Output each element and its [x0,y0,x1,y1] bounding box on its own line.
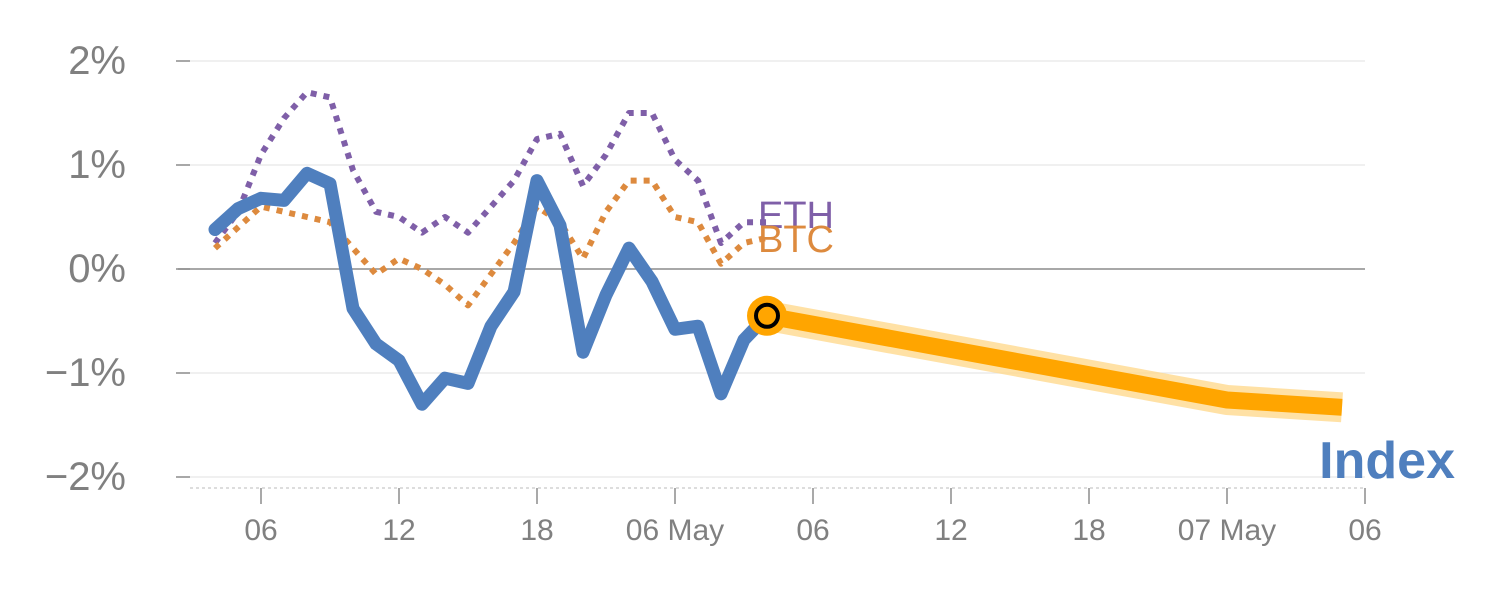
index-label: Index [1319,432,1455,490]
x-tick-label: 18 [520,514,553,547]
series-labels: ETH BTC Index [758,195,1455,490]
eth-label: ETH [758,195,834,237]
x-tick-label: 06 May [626,514,724,547]
projection-group [747,295,1343,423]
y-tick-label: −2% [45,455,126,499]
series-line-eth [212,89,767,246]
x-tick-label: 12 [934,514,967,547]
projection-line [765,307,1343,416]
x-tick-label: 07 May [1178,514,1276,547]
series-line-index [208,166,774,411]
series-line-btc [212,177,768,309]
series-group [208,89,774,411]
y-tick-label: 1% [68,143,126,187]
x-tick-label: 06 [1348,514,1381,547]
y-tick-label: 0% [68,247,126,291]
x-tick-label: 06 [244,514,277,547]
y-tick-label: 2% [68,39,126,83]
x-tick-label: 12 [382,514,415,547]
btc-label: BTC [758,219,834,261]
x-axis: 06 12 18 06 May 06 12 18 07 May 06 [190,487,1382,547]
gridlines [178,60,1365,478]
x-tick-label: 06 [796,514,829,547]
y-tick-label: −1% [45,351,126,395]
current-point-marker [754,302,780,329]
y-axis: 2% 1% 0% −1% −2% [45,39,190,499]
x-tick-label: 18 [1072,514,1105,547]
